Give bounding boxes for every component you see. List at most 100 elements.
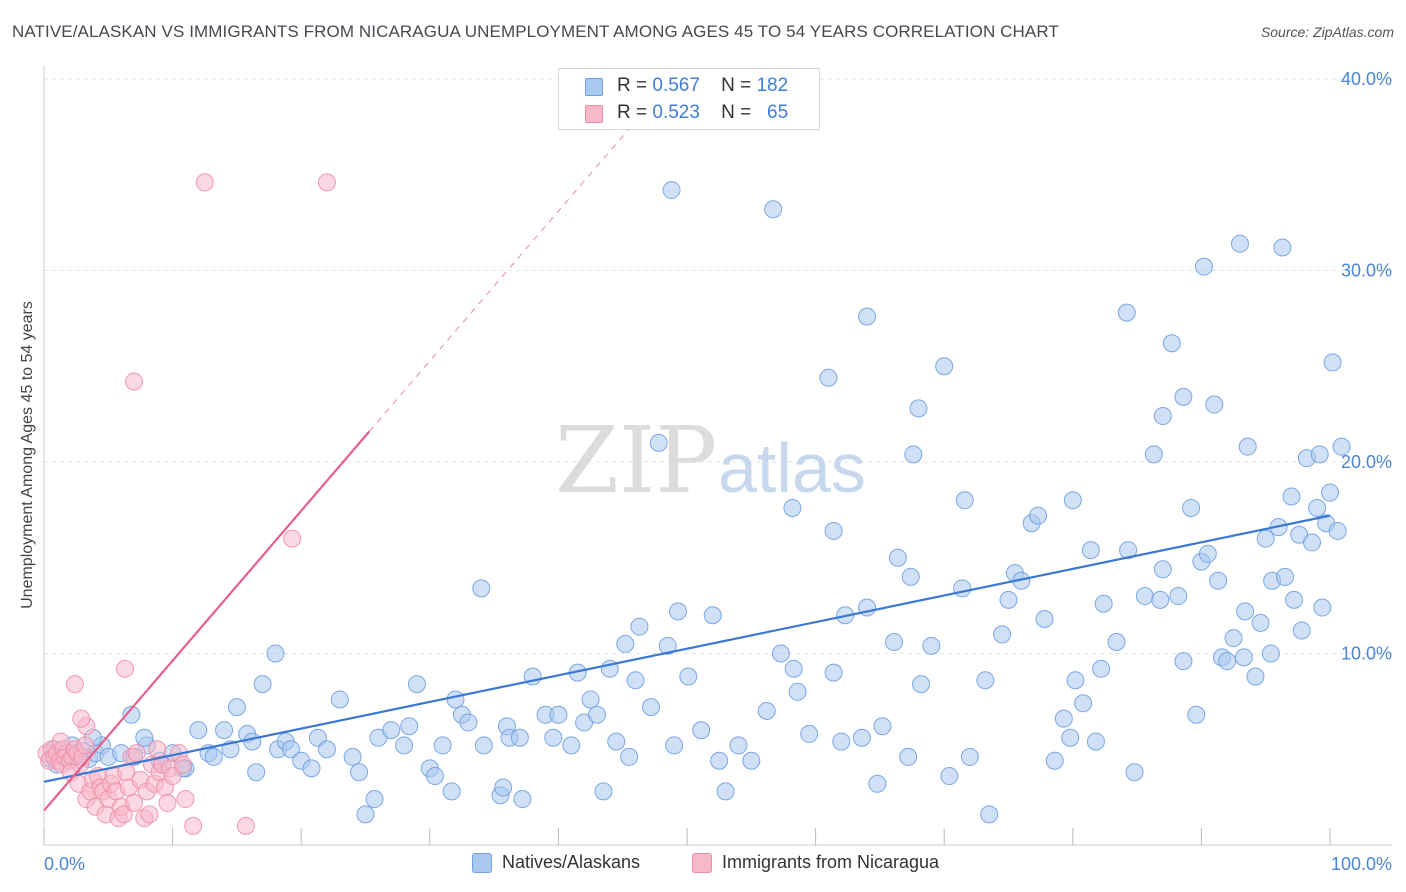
point-natives <box>1234 648 1253 667</box>
point-natives <box>784 659 803 678</box>
point-natives <box>1310 445 1329 464</box>
point-natives <box>1061 728 1080 747</box>
point-nicaragua <box>116 659 135 678</box>
point-natives <box>909 399 928 418</box>
point-natives <box>1187 705 1206 724</box>
bottom-legend-swatch-natives <box>472 853 492 873</box>
point-natives <box>1224 629 1243 648</box>
point-natives <box>510 728 529 747</box>
point-natives <box>474 736 493 755</box>
point-natives <box>365 790 384 809</box>
point-natives <box>1063 491 1082 510</box>
point-natives <box>742 751 761 770</box>
point-natives <box>302 759 321 778</box>
point-nicaragua <box>125 793 144 812</box>
point-natives <box>204 747 223 766</box>
point-natives <box>899 747 918 766</box>
watermark-zip: ZIP <box>555 407 717 514</box>
point-natives <box>400 717 419 736</box>
point-natives <box>630 617 649 636</box>
point-natives <box>1119 541 1138 560</box>
trend-lines <box>43 128 1331 812</box>
bottom-legend-swatch-nicaragua <box>692 853 712 873</box>
point-natives <box>832 732 851 751</box>
point-natives <box>581 690 600 709</box>
point-natives <box>459 713 478 732</box>
point-natives <box>446 690 465 709</box>
data-points <box>37 173 1351 835</box>
point-natives <box>824 521 843 540</box>
point-natives <box>1273 238 1292 257</box>
point-natives <box>1151 590 1170 609</box>
point-nicaragua <box>236 816 255 835</box>
point-natives <box>960 747 979 766</box>
point-natives <box>343 747 362 766</box>
point-natives <box>922 636 941 655</box>
point-natives <box>1074 694 1093 713</box>
legend-r-label: R = <box>617 75 648 96</box>
point-natives <box>1292 621 1311 640</box>
point-natives <box>1117 303 1136 322</box>
point-natives <box>1035 610 1054 629</box>
y-tick-label: 30.0% <box>1341 261 1392 281</box>
point-natives <box>1209 571 1228 590</box>
bottom-legend-label-natives: Natives/Alaskans <box>502 852 641 872</box>
point-natives <box>692 721 711 740</box>
point-natives <box>562 736 581 755</box>
watermark: ZIP atlas <box>555 407 866 514</box>
point-natives <box>616 634 635 653</box>
point-natives <box>395 736 414 755</box>
point-natives <box>1282 487 1301 506</box>
point-natives <box>858 307 877 326</box>
source-label: Source: ZipAtlas.com <box>1260 24 1394 40</box>
point-natives <box>662 181 681 200</box>
point-nicaragua <box>163 767 182 786</box>
point-natives <box>716 782 735 801</box>
point-natives <box>888 548 907 567</box>
point-nicaragua <box>158 793 177 812</box>
point-nicaragua <box>65 675 84 694</box>
point-nicaragua <box>125 372 144 391</box>
point-natives <box>1332 437 1351 456</box>
point-natives <box>788 682 807 701</box>
legend-r-value: 0.567 <box>652 75 700 96</box>
point-natives <box>513 790 532 809</box>
point-natives <box>649 433 668 452</box>
point-natives <box>1321 483 1339 502</box>
point-nicaragua <box>114 805 133 824</box>
point-natives <box>999 590 1018 609</box>
point-natives <box>993 625 1012 644</box>
point-natives <box>783 498 802 517</box>
point-natives <box>1302 533 1321 552</box>
point-natives <box>189 721 208 740</box>
tick-labels: 10.0% 20.0% 30.0% 40.0% 0.0% 100.0% <box>44 69 1392 874</box>
point-natives <box>912 675 931 694</box>
point-natives <box>1066 671 1085 690</box>
point-natives <box>1169 587 1188 606</box>
point-natives <box>868 774 887 793</box>
point-natives <box>607 732 626 751</box>
point-natives <box>1323 353 1342 372</box>
point-natives <box>658 636 677 655</box>
point-natives <box>1251 613 1270 632</box>
point-natives <box>873 717 892 736</box>
point-natives <box>215 721 234 740</box>
point-natives <box>1094 594 1113 613</box>
point-natives <box>710 751 729 770</box>
point-natives <box>1107 633 1126 652</box>
grid-lines <box>44 78 1392 654</box>
legend-n-label: N = <box>721 75 752 96</box>
point-natives <box>824 663 843 682</box>
point-natives <box>1029 506 1048 525</box>
point-natives <box>1238 437 1257 456</box>
point-natives <box>955 491 974 510</box>
point-natives <box>1162 334 1181 353</box>
point-nicaragua <box>140 805 159 824</box>
point-natives <box>1174 387 1193 406</box>
point-natives <box>330 690 349 709</box>
point-natives <box>1174 652 1193 671</box>
point-natives <box>904 445 923 464</box>
point-natives <box>1275 567 1294 586</box>
point-natives <box>1218 652 1237 671</box>
